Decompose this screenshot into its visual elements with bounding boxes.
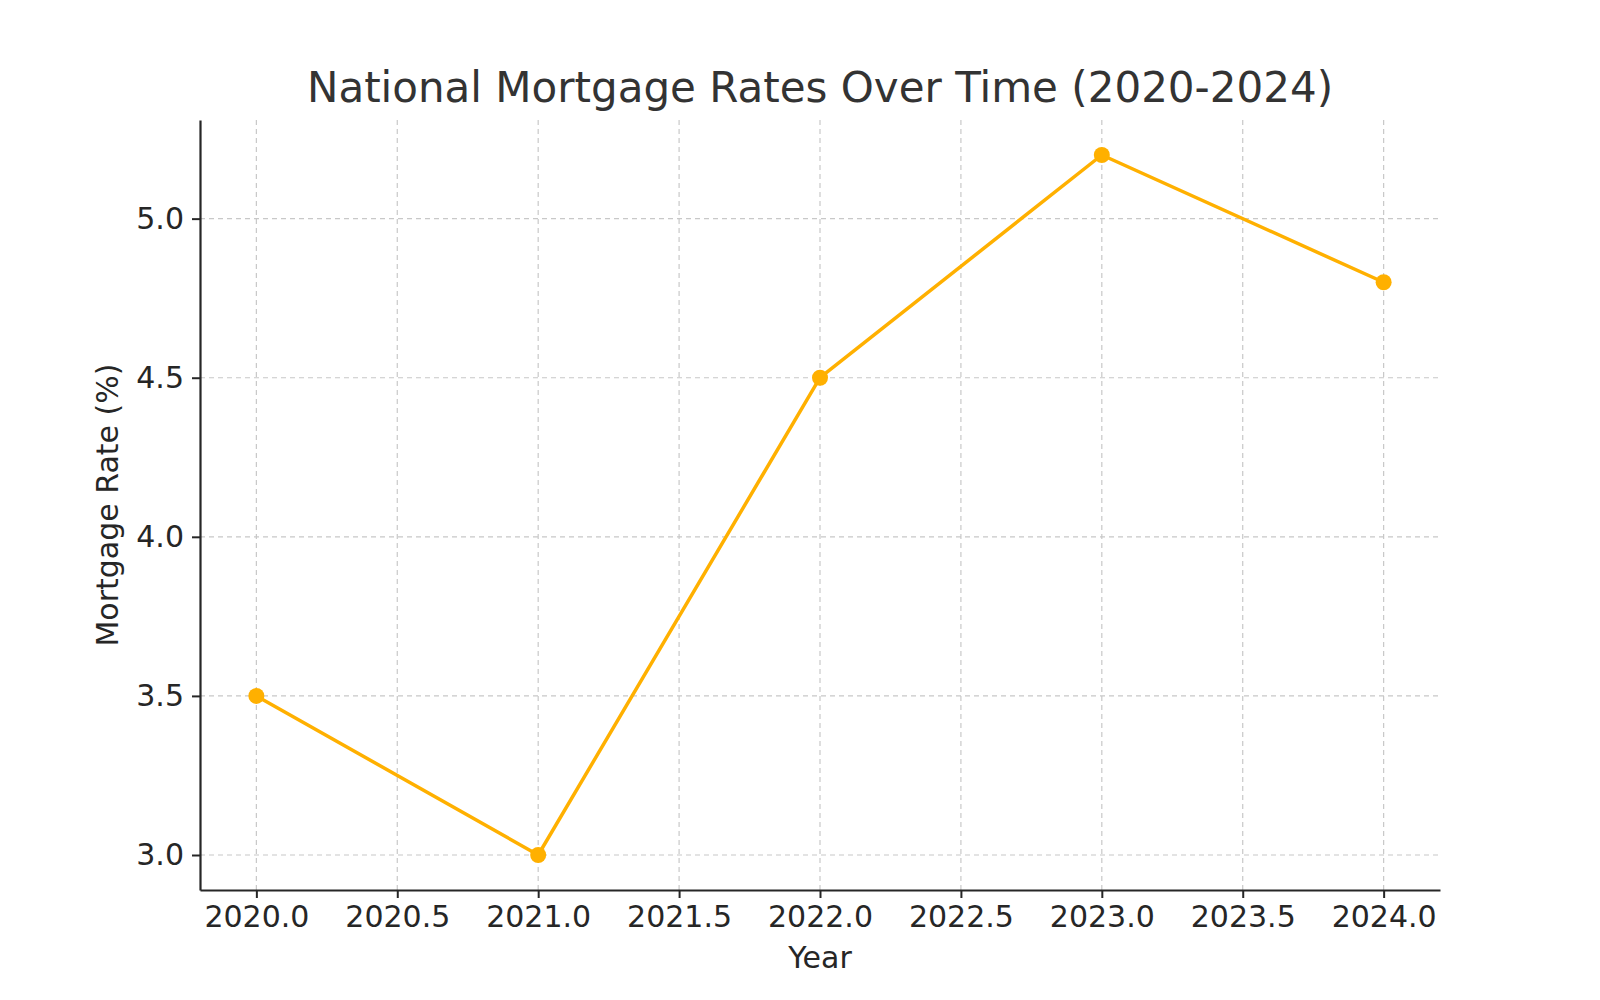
y-axis: 3.0 3.5 4.0 4.5 5.0 (136, 121, 200, 891)
x-tick-label: 2023.0 (1050, 899, 1155, 934)
y-tick-label: 5.0 (136, 201, 184, 236)
plot: 2020.0 2020.5 2021.0 2021.5 2022.0 2022.5 2023… (136, 120, 1440, 934)
marker (530, 847, 546, 863)
grid-line-y (200, 218, 1440, 219)
marker (812, 370, 828, 386)
x-tick-mark (397, 890, 399, 898)
x-tick-mark (1383, 890, 1385, 898)
chart: 2020.0 2020.5 2021.0 2021.5 2022.0 2022.5 2023… (0, 0, 1600, 1000)
x-tick-mark (1242, 890, 1244, 898)
x-tick-label: 2020.5 (345, 899, 450, 934)
marker (1094, 147, 1110, 163)
x-tick-mark (1101, 890, 1103, 898)
x-tick: 2021.0 (486, 890, 591, 934)
x-tick-mark (960, 890, 962, 898)
x-axis: 2020.0 2020.5 2021.0 2021.5 2022.0 2022.5 2023… (201, 890, 1441, 934)
x-tick: 2023.5 (1191, 890, 1296, 934)
x-tick: 2022.0 (768, 890, 873, 934)
x-tick: 2020.0 (204, 890, 309, 934)
x-tick: 2022.5 (909, 890, 1014, 934)
line (256, 155, 1383, 855)
grid-line-x (1101, 120, 1102, 890)
y-tick-mark (192, 855, 200, 857)
grid-line-x (1242, 120, 1243, 890)
y-tick-label: 3.5 (136, 678, 184, 713)
x-tick-label: 2021.0 (486, 899, 591, 934)
marker (248, 688, 264, 704)
x-tick-mark (256, 890, 258, 898)
grid-line-x (819, 120, 820, 890)
y-axis-title: Mortgage Rate (%) (90, 363, 125, 646)
x-tick-label: 2021.5 (627, 899, 732, 934)
series (248, 147, 1391, 863)
grid-line-x (678, 120, 679, 890)
y-tick-label: 4.0 (136, 519, 184, 554)
y-tick: 5.0 (136, 201, 200, 236)
x-tick: 2024.0 (1332, 890, 1437, 934)
x-axis-title: Year (787, 940, 852, 975)
x-tick-mark (538, 890, 540, 898)
marker (1376, 274, 1392, 290)
axis-line (199, 121, 201, 891)
grid-line-x (256, 120, 257, 890)
x-tick-label: 2023.5 (1191, 899, 1296, 934)
grid-line-x (1383, 120, 1384, 890)
y-tick-mark (192, 377, 200, 379)
y-tick-label: 3.0 (136, 837, 184, 872)
y-tick-label: 4.5 (136, 360, 184, 395)
x-tick-label: 2024.0 (1332, 899, 1437, 934)
x-tick: 2023.0 (1050, 890, 1155, 934)
title: National Mortgage Rates Over Time (2020-… (307, 63, 1333, 112)
x-tick: 2021.5 (627, 890, 732, 934)
grid (200, 120, 1440, 890)
grid-line-y (200, 854, 1440, 855)
x-tick-mark (820, 890, 822, 898)
x-tick-label: 2022.5 (909, 899, 1014, 934)
y-tick-mark (192, 695, 200, 697)
grid-line-y (200, 695, 1440, 696)
grid-line-y (200, 536, 1440, 537)
y-tick: 3.0 (136, 837, 200, 872)
grid-line-x (538, 120, 539, 890)
y-tick-mark (192, 536, 200, 538)
grid-line-x (960, 120, 961, 890)
x-tick-label: 2020.0 (204, 899, 309, 934)
x-tick: 2020.5 (345, 890, 450, 934)
y-tick: 3.5 (136, 678, 200, 713)
y-tick-mark (192, 218, 200, 220)
x-tick-label: 2022.0 (768, 899, 873, 934)
y-tick: 4.5 (136, 360, 200, 395)
y-tick: 4.0 (136, 519, 200, 554)
x-tick-mark (679, 890, 681, 898)
